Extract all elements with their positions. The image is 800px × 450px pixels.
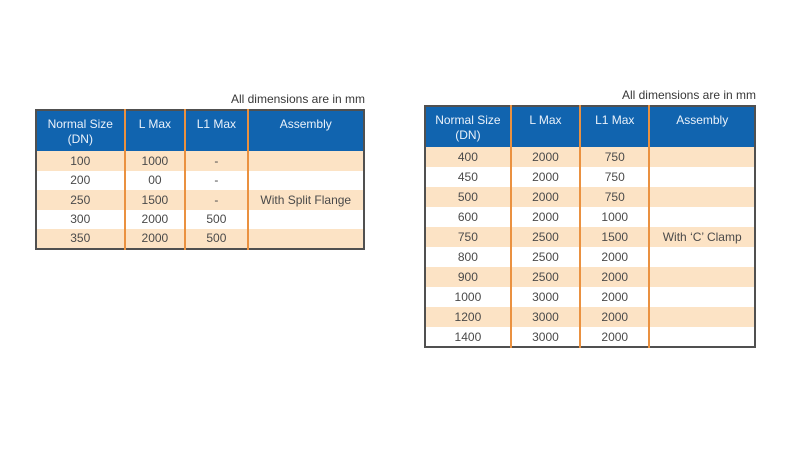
cell-lmax: 2000 <box>509 207 581 227</box>
cell-assembly <box>648 167 755 187</box>
cell-l1max: - <box>184 151 248 171</box>
cell-assembly <box>246 170 364 190</box>
cell-assembly <box>246 209 364 229</box>
cell-lmax: 1000 <box>123 151 186 171</box>
cell-l1max: 2000 <box>579 307 650 327</box>
table-row: 200 00 - <box>36 170 364 190</box>
cell-l1max: 2000 <box>579 327 650 347</box>
cell-l1max: 500 <box>184 209 248 229</box>
cell-dn: 500 <box>425 187 511 207</box>
table-row: 800 2500 2000 <box>425 247 755 267</box>
cell-assembly <box>648 247 755 267</box>
header-normal-size-line1: Normal Size <box>435 113 501 127</box>
dimension-table: Normal Size (DN) L Max L1 Max Assembly 1… <box>35 109 365 250</box>
table-row: 600 2000 1000 <box>425 207 755 227</box>
header-l1-max: L1 Max <box>184 110 248 151</box>
cell-l1max: - <box>184 190 248 210</box>
dimension-table: Normal Size (DN) L Max L1 Max Assembly 4… <box>424 105 756 348</box>
table-row: 100 1000 - <box>36 151 364 171</box>
table-row: 900 2500 2000 <box>425 267 755 287</box>
cell-lmax: 2000 <box>123 209 186 229</box>
cell-lmax: 2000 <box>509 187 581 207</box>
table-row: 1200 3000 2000 <box>425 307 755 327</box>
cell-assembly <box>648 187 755 207</box>
table-row: 1400 3000 2000 <box>425 327 755 347</box>
cell-dn: 350 <box>36 229 125 249</box>
cell-lmax: 3000 <box>509 327 581 347</box>
table-row: 250 1500 - With Split Flange <box>36 190 364 210</box>
units-note: All dimensions are in mm <box>230 92 365 106</box>
cell-lmax: 2500 <box>509 247 581 267</box>
cell-l1max: 2000 <box>579 287 650 307</box>
cell-lmax: 00 <box>123 170 186 190</box>
cell-dn: 1200 <box>425 307 511 327</box>
table-row: 300 2000 500 <box>36 209 364 229</box>
cell-dn: 300 <box>36 209 125 229</box>
header-normal-size: Normal Size (DN) <box>425 106 511 147</box>
table-row: 350 2000 500 <box>36 229 364 249</box>
cell-assembly <box>648 287 755 307</box>
cell-assembly <box>648 327 755 347</box>
cell-dn: 900 <box>425 267 511 287</box>
cell-dn: 100 <box>36 151 125 171</box>
cell-assembly <box>648 207 755 227</box>
cell-l1max: 750 <box>579 147 650 167</box>
header-normal-size-line1: Normal Size <box>47 117 113 131</box>
units-note: All dimensions are in mm <box>621 88 756 102</box>
cell-l1max: 1500 <box>579 227 650 247</box>
cell-lmax: 1500 <box>123 190 186 210</box>
cell-l1max: 500 <box>184 229 248 249</box>
cell-l1max: 750 <box>579 187 650 207</box>
header-normal-size: Normal Size (DN) <box>36 110 125 151</box>
cell-assembly <box>648 307 755 327</box>
table-row: 750 2500 1500 With ‘C’ Clamp <box>425 227 755 247</box>
header-assembly: Assembly <box>246 110 364 151</box>
cell-dn: 200 <box>36 170 125 190</box>
cell-assembly: With Split Flange <box>246 190 364 210</box>
cell-assembly: With ‘C’ Clamp <box>648 227 755 247</box>
header-normal-size-line2: (DN) <box>455 128 481 142</box>
table-row: 450 2000 750 <box>425 167 755 187</box>
table-row: 400 2000 750 <box>425 147 755 167</box>
cell-assembly <box>648 147 755 167</box>
cell-lmax: 2000 <box>123 229 186 249</box>
table-row: 500 2000 750 <box>425 187 755 207</box>
cell-l1max: 2000 <box>579 247 650 267</box>
cell-dn: 600 <box>425 207 511 227</box>
cell-dn: 250 <box>36 190 125 210</box>
cell-dn: 1400 <box>425 327 511 347</box>
dimension-table-small-sizes: All dimensions are in mm Normal Size (DN… <box>35 92 365 250</box>
header-l1-max: L1 Max <box>579 106 650 147</box>
cell-assembly <box>648 267 755 287</box>
cell-l1max: 1000 <box>579 207 650 227</box>
cell-l1max: 750 <box>579 167 650 187</box>
cell-lmax: 2000 <box>509 147 581 167</box>
header-normal-size-line2: (DN) <box>67 132 93 146</box>
cell-dn: 450 <box>425 167 511 187</box>
cell-assembly <box>246 229 364 249</box>
header-row: Normal Size (DN) L Max L1 Max Assembly <box>36 110 364 151</box>
cell-dn: 400 <box>425 147 511 167</box>
header-l-max: L Max <box>123 110 186 151</box>
header-l-max: L Max <box>509 106 581 147</box>
cell-lmax: 3000 <box>509 307 581 327</box>
cell-assembly <box>246 151 364 171</box>
cell-lmax: 2000 <box>509 167 581 187</box>
cell-dn: 750 <box>425 227 511 247</box>
cell-dn: 1000 <box>425 287 511 307</box>
header-assembly: Assembly <box>648 106 755 147</box>
cell-lmax: 2500 <box>509 227 581 247</box>
cell-l1max: - <box>184 170 248 190</box>
cell-lmax: 2500 <box>509 267 581 287</box>
cell-l1max: 2000 <box>579 267 650 287</box>
header-row: Normal Size (DN) L Max L1 Max Assembly <box>425 106 755 147</box>
cell-lmax: 3000 <box>509 287 581 307</box>
table-row: 1000 3000 2000 <box>425 287 755 307</box>
cell-dn: 800 <box>425 247 511 267</box>
dimension-table-large-sizes: All dimensions are in mm Normal Size (DN… <box>424 88 756 348</box>
